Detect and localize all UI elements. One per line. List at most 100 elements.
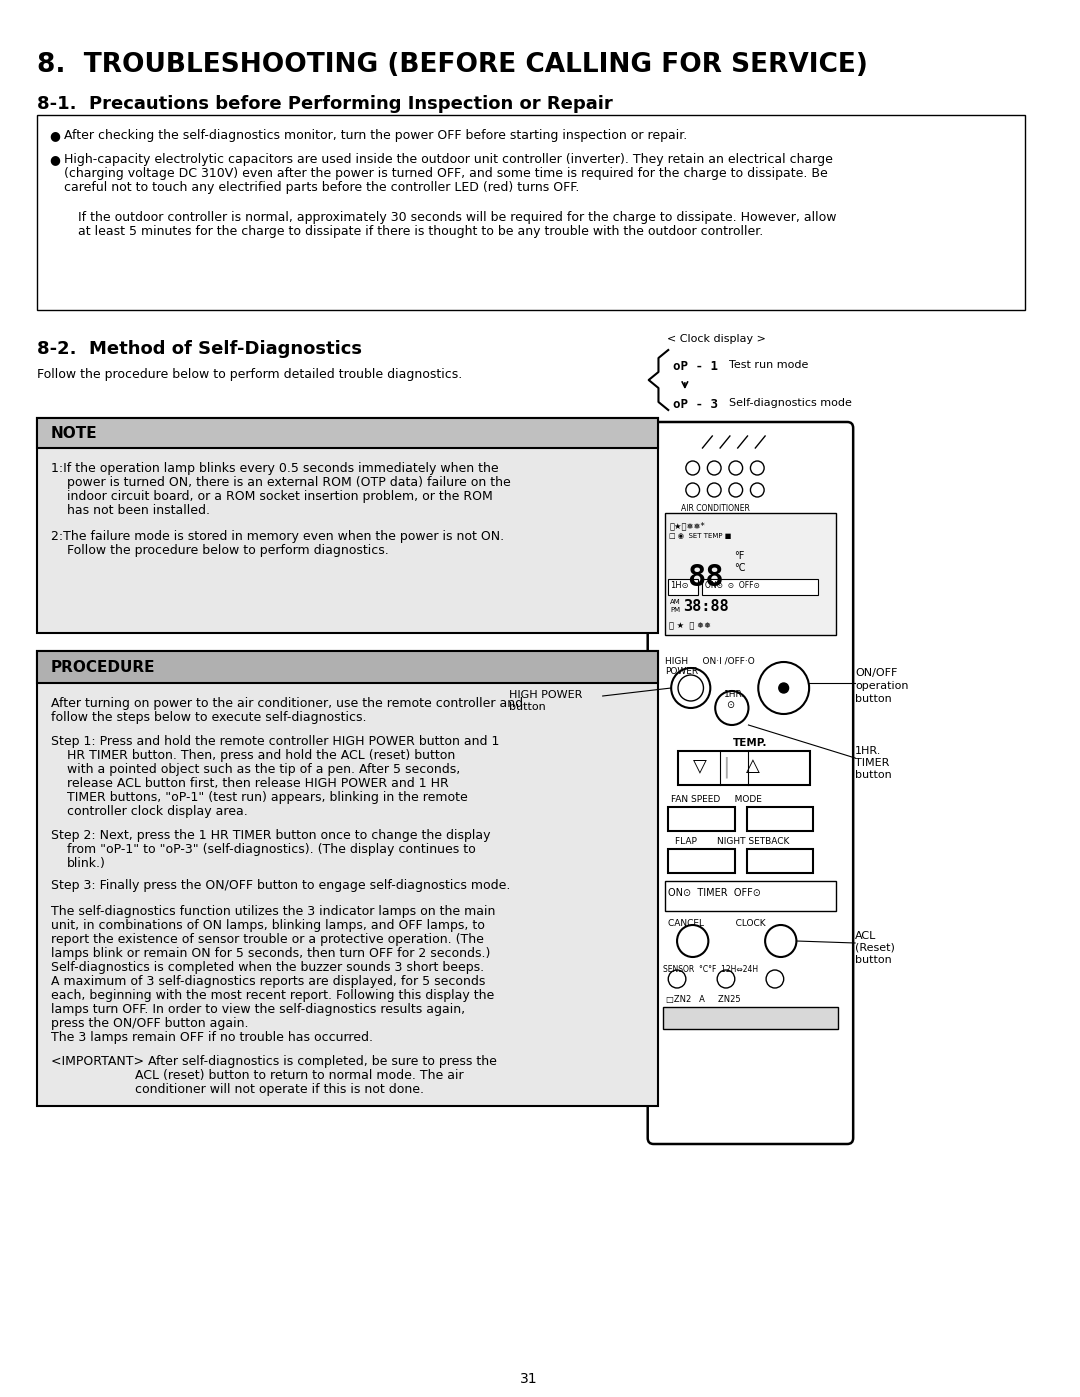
Text: with a pointed object such as the tip of a pen. After 5 seconds,: with a pointed object such as the tip of… bbox=[67, 763, 460, 775]
Text: 2:The failure mode is stored in memory even when the power is not ON.: 2:The failure mode is stored in memory e… bbox=[51, 529, 504, 543]
Text: □ ◉  SET TEMP ■: □ ◉ SET TEMP ■ bbox=[670, 534, 731, 539]
Text: careful not to touch any electrified parts before the controller LED (red) turns: careful not to touch any electrified par… bbox=[64, 182, 579, 194]
Text: unit, in combinations of ON lamps, blinking lamps, and OFF lamps, to: unit, in combinations of ON lamps, blink… bbox=[51, 919, 485, 932]
Text: |: | bbox=[723, 757, 730, 778]
Text: POWER: POWER bbox=[665, 666, 699, 676]
FancyBboxPatch shape bbox=[669, 849, 734, 873]
Text: 1:If the operation lamp blinks every 0.5 seconds immediately when the: 1:If the operation lamp blinks every 0.5… bbox=[51, 462, 499, 475]
Text: After checking the self-diagnostics monitor, turn the power OFF before starting : After checking the self-diagnostics moni… bbox=[64, 129, 687, 142]
FancyBboxPatch shape bbox=[665, 882, 836, 911]
Text: Follow the procedure below to perform detailed trouble diagnostics.: Follow the procedure below to perform de… bbox=[37, 367, 462, 381]
Text: oP - 1: oP - 1 bbox=[673, 360, 718, 373]
Text: ⊙: ⊙ bbox=[726, 700, 734, 710]
Text: button: button bbox=[509, 703, 545, 712]
FancyBboxPatch shape bbox=[669, 807, 734, 831]
FancyBboxPatch shape bbox=[746, 807, 813, 831]
Text: FLAP       NIGHT SETBACK: FLAP NIGHT SETBACK bbox=[675, 837, 789, 847]
Text: blink.): blink.) bbox=[67, 856, 106, 870]
Text: ●: ● bbox=[49, 154, 59, 166]
Text: < Clock display >: < Clock display > bbox=[667, 334, 766, 344]
Text: Self-diagnostics mode: Self-diagnostics mode bbox=[729, 398, 852, 408]
Text: conditioner will not operate if this is not done.: conditioner will not operate if this is … bbox=[135, 1083, 424, 1097]
FancyBboxPatch shape bbox=[746, 849, 813, 873]
Text: The 3 lamps remain OFF if no trouble has occurred.: The 3 lamps remain OFF if no trouble has… bbox=[51, 1031, 373, 1044]
FancyBboxPatch shape bbox=[665, 513, 836, 636]
Text: button: button bbox=[855, 694, 892, 704]
Text: <IMPORTANT> After self-diagnostics is completed, be sure to press the: <IMPORTANT> After self-diagnostics is co… bbox=[51, 1055, 497, 1067]
Text: AIR CONDITIONER: AIR CONDITIONER bbox=[681, 504, 750, 513]
Text: HR TIMER button. Then, press and hold the ACL (reset) button: HR TIMER button. Then, press and hold th… bbox=[67, 749, 455, 761]
Text: Step 1: Press and hold the remote controller HIGH POWER button and 1: Step 1: Press and hold the remote contro… bbox=[51, 735, 499, 747]
Text: FAN SPEED     MODE: FAN SPEED MODE bbox=[671, 795, 762, 805]
FancyBboxPatch shape bbox=[37, 418, 659, 448]
Text: ▽: ▽ bbox=[692, 757, 706, 775]
Text: °C: °C bbox=[733, 563, 745, 573]
Text: TEMP.: TEMP. bbox=[733, 738, 768, 747]
Text: release ACL button first, then release HIGH POWER and 1 HR: release ACL button first, then release H… bbox=[67, 777, 448, 789]
Text: AM: AM bbox=[671, 599, 681, 605]
Text: 8-1.  Precautions before Performing Inspection or Repair: 8-1. Precautions before Performing Inspe… bbox=[37, 95, 613, 113]
Text: lamps turn OFF. In order to view the self-diagnostics results again,: lamps turn OFF. In order to view the sel… bbox=[51, 1003, 465, 1016]
Text: controller clock display area.: controller clock display area. bbox=[67, 805, 247, 819]
Text: (charging voltage DC 310V) even after the power is turned OFF, and some time is : (charging voltage DC 310V) even after th… bbox=[64, 168, 827, 180]
Text: TIMER buttons, "oP-1" (test run) appears, blinking in the remote: TIMER buttons, "oP-1" (test run) appears… bbox=[67, 791, 468, 805]
Text: each, beginning with the most recent report. Following this display the: each, beginning with the most recent rep… bbox=[51, 989, 495, 1002]
Text: □ZN2   A     ZN25: □ZN2 A ZN25 bbox=[666, 995, 741, 1004]
Text: Test run mode: Test run mode bbox=[729, 360, 808, 370]
Text: ACL: ACL bbox=[855, 930, 877, 942]
Text: button: button bbox=[855, 770, 892, 780]
FancyBboxPatch shape bbox=[37, 651, 659, 683]
Text: from "oP-1" to "oP-3" (self-diagnostics). (The display continues to: from "oP-1" to "oP-3" (self-diagnostics)… bbox=[67, 842, 475, 856]
Text: 1H⊙: 1H⊙ bbox=[671, 581, 689, 590]
Text: 1HR.: 1HR. bbox=[724, 690, 745, 698]
Text: operation: operation bbox=[855, 680, 908, 692]
Text: press the ON/OFF button again.: press the ON/OFF button again. bbox=[51, 1017, 248, 1030]
Text: report the existence of sensor trouble or a protective operation. (The: report the existence of sensor trouble o… bbox=[51, 933, 484, 946]
Text: Ⓜ★Ⓜ❅❅*: Ⓜ★Ⓜ❅❅* bbox=[670, 521, 705, 529]
Text: PROCEDURE: PROCEDURE bbox=[51, 659, 156, 675]
FancyBboxPatch shape bbox=[37, 651, 659, 1106]
Text: Follow the procedure below to perform diagnostics.: Follow the procedure below to perform di… bbox=[67, 543, 389, 557]
Text: indoor circuit board, or a ROM socket insertion problem, or the ROM: indoor circuit board, or a ROM socket in… bbox=[67, 490, 492, 503]
FancyBboxPatch shape bbox=[669, 578, 698, 595]
Text: 38:88: 38:88 bbox=[683, 599, 729, 615]
Text: NOTE: NOTE bbox=[51, 426, 97, 441]
FancyBboxPatch shape bbox=[37, 115, 1025, 310]
Text: Ⓐ ★  Ⓐ ❅❅: Ⓐ ★ Ⓐ ❅❅ bbox=[670, 622, 712, 630]
Circle shape bbox=[779, 683, 788, 693]
Text: button: button bbox=[855, 956, 892, 965]
Text: has not been installed.: has not been installed. bbox=[67, 504, 210, 517]
Text: ON⊙  ⊙  OFF⊙: ON⊙ ⊙ OFF⊙ bbox=[705, 581, 760, 590]
FancyBboxPatch shape bbox=[648, 422, 853, 1144]
Text: (Reset): (Reset) bbox=[855, 943, 895, 953]
Text: oP - 3: oP - 3 bbox=[673, 398, 718, 411]
Text: After turning on power to the air conditioner, use the remote controller and: After turning on power to the air condit… bbox=[51, 697, 523, 710]
Text: follow the steps below to execute self-diagnostics.: follow the steps below to execute self-d… bbox=[51, 711, 366, 724]
Text: °F: °F bbox=[733, 550, 744, 562]
Text: 8-2.  Method of Self-Diagnostics: 8-2. Method of Self-Diagnostics bbox=[37, 339, 362, 358]
Text: HIGH     ON·I /OFF·O: HIGH ON·I /OFF·O bbox=[665, 657, 755, 665]
FancyBboxPatch shape bbox=[663, 1007, 837, 1030]
Text: power is turned ON, there is an external ROM (OTP data) failure on the: power is turned ON, there is an external… bbox=[67, 476, 510, 489]
Text: If the outdoor controller is normal, approximately 30 seconds will be required f: If the outdoor controller is normal, app… bbox=[78, 211, 837, 224]
Text: 31: 31 bbox=[519, 1372, 537, 1386]
Text: Step 2: Next, press the 1 HR TIMER button once to change the display: Step 2: Next, press the 1 HR TIMER butto… bbox=[51, 828, 490, 842]
Text: ON/OFF: ON/OFF bbox=[855, 668, 897, 678]
FancyBboxPatch shape bbox=[702, 578, 818, 595]
Text: 8.  TROUBLESHOOTING (BEFORE CALLING FOR SERVICE): 8. TROUBLESHOOTING (BEFORE CALLING FOR S… bbox=[37, 52, 868, 78]
Text: ON⊙  TIMER  OFF⊙: ON⊙ TIMER OFF⊙ bbox=[669, 888, 761, 898]
Text: TIMER: TIMER bbox=[855, 759, 890, 768]
Text: ●: ● bbox=[49, 129, 59, 142]
Text: PM: PM bbox=[671, 608, 680, 613]
Text: Step 3: Finally press the ON/OFF button to engage self-diagnostics mode.: Step 3: Finally press the ON/OFF button … bbox=[51, 879, 510, 893]
Text: High-capacity electrolytic capacitors are used inside the outdoor unit controlle: High-capacity electrolytic capacitors ar… bbox=[64, 154, 833, 166]
FancyBboxPatch shape bbox=[678, 752, 810, 785]
Text: 88: 88 bbox=[687, 563, 724, 592]
Text: SENSOR  °C°F  12H⇔24H: SENSOR °C°F 12H⇔24H bbox=[663, 965, 758, 974]
Text: A maximum of 3 self-diagnostics reports are displayed, for 5 seconds: A maximum of 3 self-diagnostics reports … bbox=[51, 975, 485, 988]
Text: △: △ bbox=[745, 757, 759, 775]
Text: CANCEL           CLOCK: CANCEL CLOCK bbox=[669, 919, 766, 928]
Text: 1HR.: 1HR. bbox=[855, 746, 881, 756]
FancyBboxPatch shape bbox=[37, 418, 659, 633]
Text: The self-diagnostics function utilizes the 3 indicator lamps on the main: The self-diagnostics function utilizes t… bbox=[51, 905, 496, 918]
